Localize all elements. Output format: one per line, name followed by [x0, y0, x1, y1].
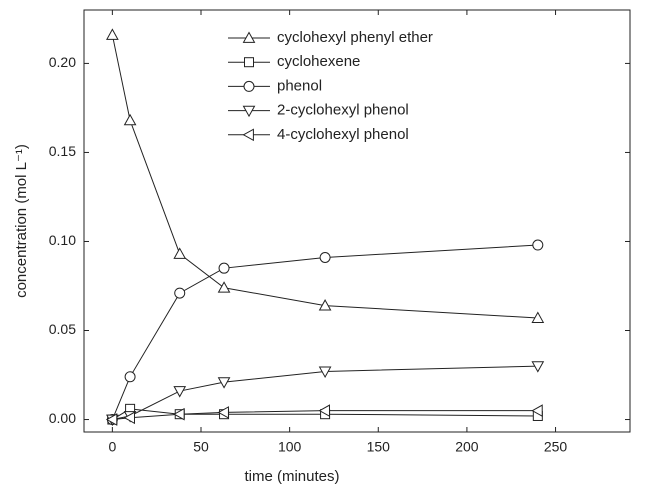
data-point — [106, 28, 119, 40]
legend-label: 2-cyclohexyl phenol — [277, 102, 409, 119]
legend-label: cyclohexene — [277, 53, 360, 70]
data-point — [124, 371, 136, 383]
data-point — [531, 311, 545, 323]
legend-marker — [244, 57, 254, 68]
data-point — [123, 113, 137, 126]
data-point — [173, 247, 187, 259]
data-point — [123, 411, 135, 425]
y-tick-label: 0.00 — [49, 410, 76, 426]
data-point — [218, 262, 230, 274]
x-tick-label: 100 — [278, 439, 302, 455]
data-point — [217, 377, 231, 389]
y-tick-label: 0.05 — [49, 321, 76, 337]
y-tick-label: 0.10 — [49, 232, 76, 248]
legend-label: phenol — [277, 77, 322, 94]
x-tick-label: 0 — [108, 439, 116, 455]
data-point — [318, 299, 332, 311]
y-tick-label: 0.15 — [49, 143, 76, 159]
series-line — [111, 244, 538, 420]
y-tick-label: 0.20 — [49, 54, 76, 70]
plot-frame — [83, 9, 631, 433]
data-point — [105, 413, 118, 426]
data-point — [319, 252, 331, 264]
data-point — [217, 281, 231, 293]
data-point — [173, 407, 185, 421]
legend-marker — [242, 128, 254, 142]
legend-label: cyclohexyl phenyl ether — [277, 29, 433, 46]
data-point — [217, 406, 229, 419]
y-axis-label: concentration (mol L⁻¹) — [13, 144, 30, 298]
data-point — [531, 361, 545, 373]
data-point — [532, 239, 544, 251]
legend-marker — [243, 80, 255, 92]
data-point — [173, 386, 187, 398]
legend-label: 4-cyclohexyl phenol — [277, 126, 409, 143]
legend-marker — [242, 105, 256, 118]
x-axis-label: time (minutes) — [244, 468, 339, 485]
data-point — [174, 287, 186, 299]
x-tick-label: 250 — [544, 439, 568, 455]
data-point — [318, 404, 330, 417]
x-tick-label: 150 — [367, 439, 391, 455]
x-tick-label: 50 — [193, 439, 209, 455]
series-line — [111, 34, 538, 319]
data-point — [531, 404, 543, 417]
data-point — [318, 366, 332, 378]
x-tick-label: 200 — [455, 439, 479, 455]
legend-marker — [242, 31, 256, 43]
